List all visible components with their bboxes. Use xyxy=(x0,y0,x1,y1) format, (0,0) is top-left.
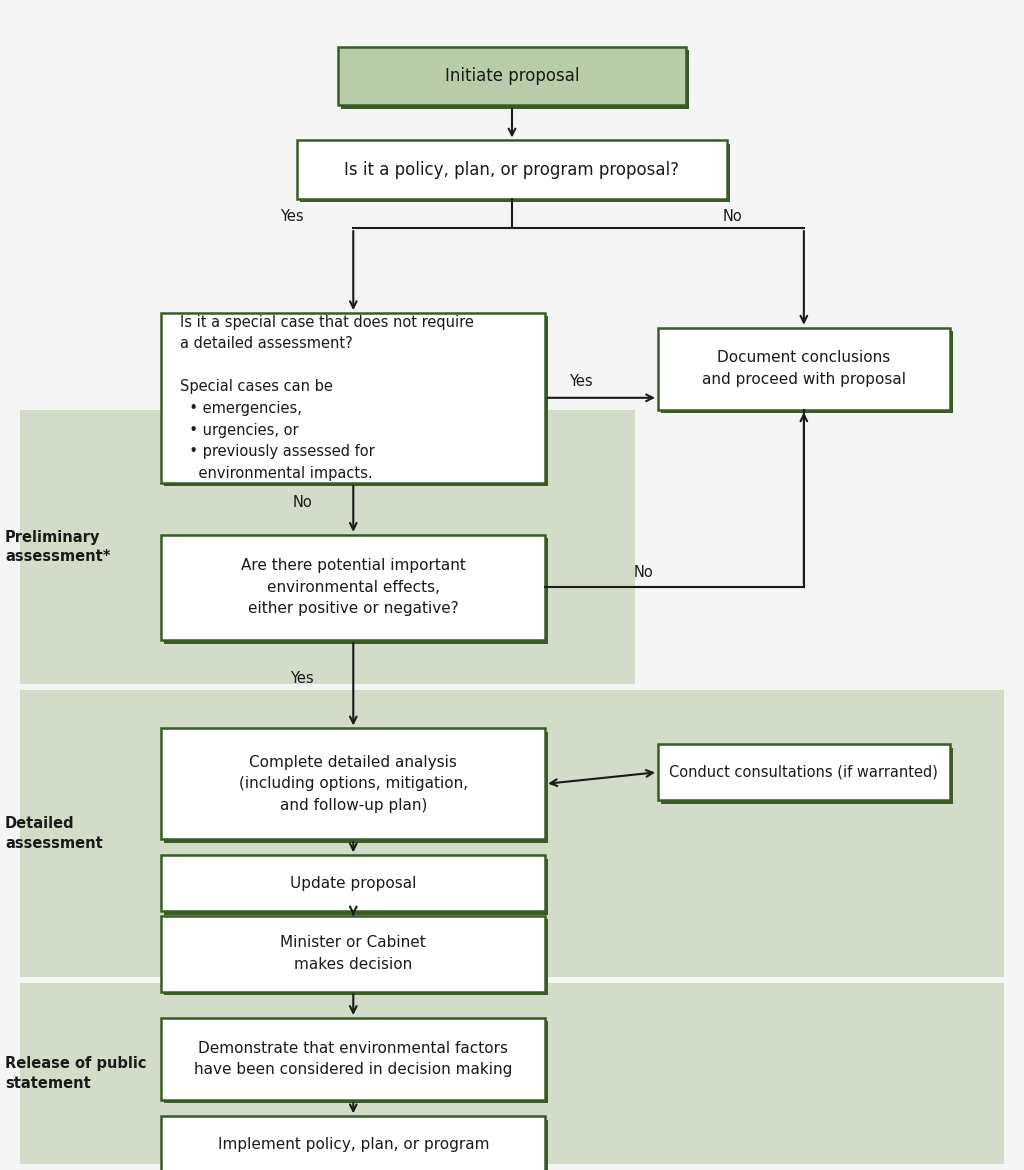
Text: No: No xyxy=(292,495,312,510)
Text: Is it a special case that does not require
a detailed assessment?

Special cases: Is it a special case that does not requi… xyxy=(179,315,473,481)
Bar xyxy=(161,1018,545,1100)
Bar xyxy=(20,410,635,684)
Bar xyxy=(164,316,549,487)
Bar xyxy=(161,915,545,992)
Bar xyxy=(658,328,950,410)
Text: Conduct consultations (if warranted): Conduct consultations (if warranted) xyxy=(670,765,938,779)
Text: Complete detailed analysis
(including options, mitigation,
and follow-up plan): Complete detailed analysis (including op… xyxy=(239,755,468,813)
Text: Are there potential important
environmental effects,
either positive or negative: Are there potential important environmen… xyxy=(241,558,466,617)
Bar xyxy=(164,732,549,842)
Bar xyxy=(161,855,545,911)
Bar xyxy=(20,983,1004,1164)
Bar xyxy=(164,1120,549,1170)
Bar xyxy=(300,144,730,202)
Bar xyxy=(161,728,545,840)
Text: Release of public
statement: Release of public statement xyxy=(5,1057,146,1090)
Text: Initiate proposal: Initiate proposal xyxy=(444,67,580,85)
Bar xyxy=(20,690,1004,977)
Text: Document conclusions
and proceed with proposal: Document conclusions and proceed with pr… xyxy=(701,350,906,387)
Bar xyxy=(161,312,545,482)
Text: Minister or Cabinet
makes decision: Minister or Cabinet makes decision xyxy=(281,935,426,972)
Text: Demonstrate that environmental factors
have been considered in decision making: Demonstrate that environmental factors h… xyxy=(195,1040,512,1078)
Text: No: No xyxy=(634,565,653,579)
Text: Yes: Yes xyxy=(280,209,304,223)
Text: Yes: Yes xyxy=(290,670,314,686)
Bar xyxy=(164,920,549,994)
Bar xyxy=(164,859,549,915)
Bar xyxy=(164,538,549,644)
Text: Implement policy, plan, or program: Implement policy, plan, or program xyxy=(217,1137,489,1151)
Bar xyxy=(338,47,686,105)
Text: Update proposal: Update proposal xyxy=(290,876,417,890)
Bar xyxy=(658,744,950,800)
Bar xyxy=(662,331,953,413)
Text: Detailed
assessment: Detailed assessment xyxy=(5,817,102,851)
Text: Is it a policy, plan, or program proposal?: Is it a policy, plan, or program proposa… xyxy=(344,160,680,179)
Bar xyxy=(297,140,727,199)
Text: Preliminary
assessment*: Preliminary assessment* xyxy=(5,530,111,564)
Text: Yes: Yes xyxy=(569,374,593,388)
Text: No: No xyxy=(722,209,742,223)
Bar xyxy=(341,50,689,109)
Bar xyxy=(161,1116,545,1170)
Bar xyxy=(161,535,545,640)
Bar xyxy=(164,1021,549,1103)
Bar xyxy=(662,748,953,804)
